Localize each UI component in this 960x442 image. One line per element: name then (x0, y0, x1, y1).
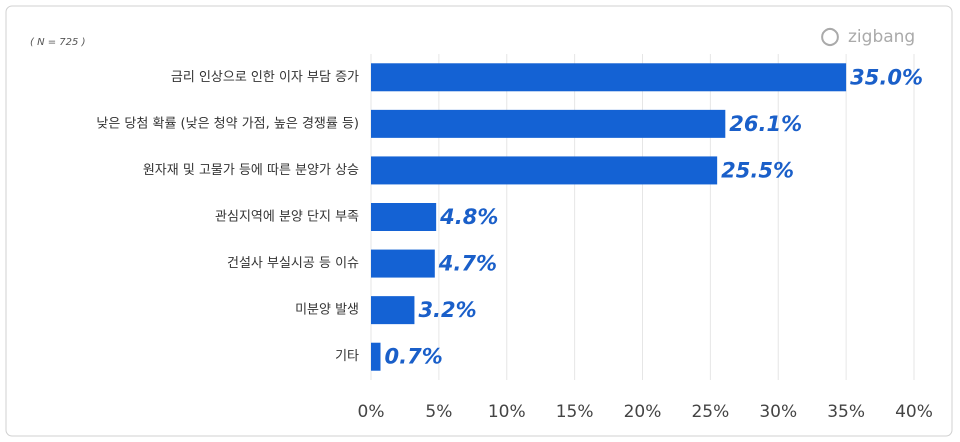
bar (371, 156, 718, 185)
bar (371, 249, 435, 278)
x-tick-label: 20% (624, 402, 662, 422)
bar (371, 63, 847, 92)
x-tick-label: 25% (691, 402, 729, 422)
value-label: 26.1% (729, 112, 802, 136)
value-label: 4.8% (439, 205, 498, 229)
category-label: 관심지역에 분양 단지 부족 (215, 210, 359, 225)
logo-mark (821, 28, 839, 46)
x-tick-label: 15% (556, 402, 594, 422)
category-label: 낮은 당첨 확률 (낮은 청약 가점, 높은 경쟁률 등) (96, 116, 359, 131)
annotation: ( N = 725 ) (30, 37, 85, 48)
category-label: 미분양 발생 (295, 303, 359, 318)
bar (371, 296, 415, 325)
bar (371, 203, 437, 231)
value-label: 4.7% (438, 252, 497, 276)
logo: zigbang (848, 27, 915, 47)
value-label: 0.7% (385, 345, 443, 369)
x-tick-label: 10% (488, 402, 526, 422)
x-tick-label: 0% (358, 402, 385, 422)
x-tick-label: 40% (895, 402, 933, 422)
x-tick-label: 30% (759, 402, 797, 422)
value-label: 25.5% (721, 158, 794, 182)
value-label: 3.2% (418, 298, 476, 322)
x-tick-label: 35% (827, 402, 865, 422)
value-label: 35.0% (850, 65, 923, 89)
x-tick-label: 5% (425, 402, 452, 422)
category-label: 원자재 및 고물가 등에 따른 분양가 상승 (143, 163, 359, 178)
bar (371, 342, 381, 371)
category-label: 건설사 부실시공 등 이슈 (227, 256, 359, 271)
category-label: 금리 인상으로 인한 이자 부담 증가 (171, 70, 359, 85)
category-label: 기타 (335, 349, 359, 364)
bar (371, 109, 726, 138)
